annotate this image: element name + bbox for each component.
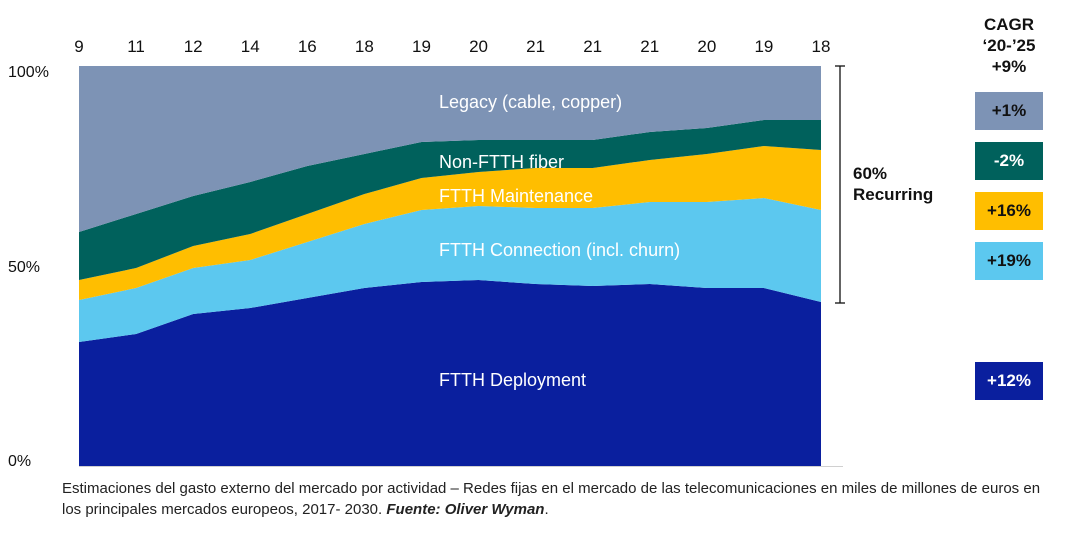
x-top-label: 19 (754, 37, 773, 56)
caption-end: . (544, 501, 549, 518)
x-top-label: 18 (812, 37, 831, 56)
cagr-non-ftth-box: -2% (975, 142, 1043, 180)
x-top-label: 21 (640, 37, 659, 56)
x-top-label: 11 (127, 37, 145, 56)
cagr-deployment-box: +12% (975, 362, 1043, 400)
cagr-title: CAGR (983, 15, 1035, 34)
series-label: Non-FTTH fiber (439, 152, 564, 172)
cagr-maintenance-value: +16% (987, 201, 1031, 220)
caption-text: Estimaciones del gasto externo del merca… (62, 480, 1041, 518)
figure-caption: Estimaciones del gasto externo del merca… (62, 478, 1042, 520)
area-ftth-maintenance (79, 146, 821, 300)
series-label: FTTH Maintenance (439, 186, 593, 206)
cagr-maintenance-box: +16% (975, 192, 1043, 230)
y-tick-label: 0% (8, 453, 31, 470)
cagr-total: +9% (991, 57, 1027, 76)
cagr-connection-value: +19% (987, 251, 1031, 270)
series-label: FTTH Connection (incl. churn) (439, 240, 680, 260)
cagr-non-ftth-value: -2% (993, 151, 1025, 170)
x-top-label: 20 (697, 37, 716, 56)
series-label: Legacy (cable, copper) (439, 92, 622, 112)
x-top-label: 20 (469, 37, 488, 56)
cagr-period: ‘20-’25 (982, 36, 1036, 55)
x-top-label: 14 (241, 37, 260, 56)
x-top-label: 16 (298, 37, 317, 56)
caption-source: Fuente: Oliver Wyman (386, 501, 545, 518)
x-top-label: 21 (583, 37, 602, 56)
recurring-label: 60% Recurring (853, 163, 933, 205)
x-top-label: 9 (74, 37, 83, 56)
x-top-label: 21 (526, 37, 545, 56)
x-top-label: 19 (412, 37, 431, 56)
series-label: FTTH Deployment (439, 370, 586, 390)
cagr-legacy-value: +1% (991, 101, 1027, 120)
y-tick-label: 50% (8, 259, 40, 276)
area-non-ftth-fiber (79, 120, 821, 280)
area-legacy-cable-copper (79, 66, 821, 232)
cagr-connection-box: +19% (975, 242, 1043, 280)
y-tick-label: 100% (8, 64, 49, 81)
cagr-legacy-box: +1% (975, 92, 1043, 130)
cagr-header: CAGR ‘20-’25 +9% (968, 14, 1050, 77)
recurring-text: Recurring (853, 185, 934, 204)
cagr-deployment-value: +12% (987, 371, 1031, 390)
x-top-label: 18 (355, 37, 374, 56)
x-top-label: 12 (184, 37, 203, 56)
area-ftth-deployment (79, 280, 821, 466)
area-ftth-connection-incl-churn (79, 198, 821, 342)
recurring-percent: 60% (853, 164, 888, 183)
